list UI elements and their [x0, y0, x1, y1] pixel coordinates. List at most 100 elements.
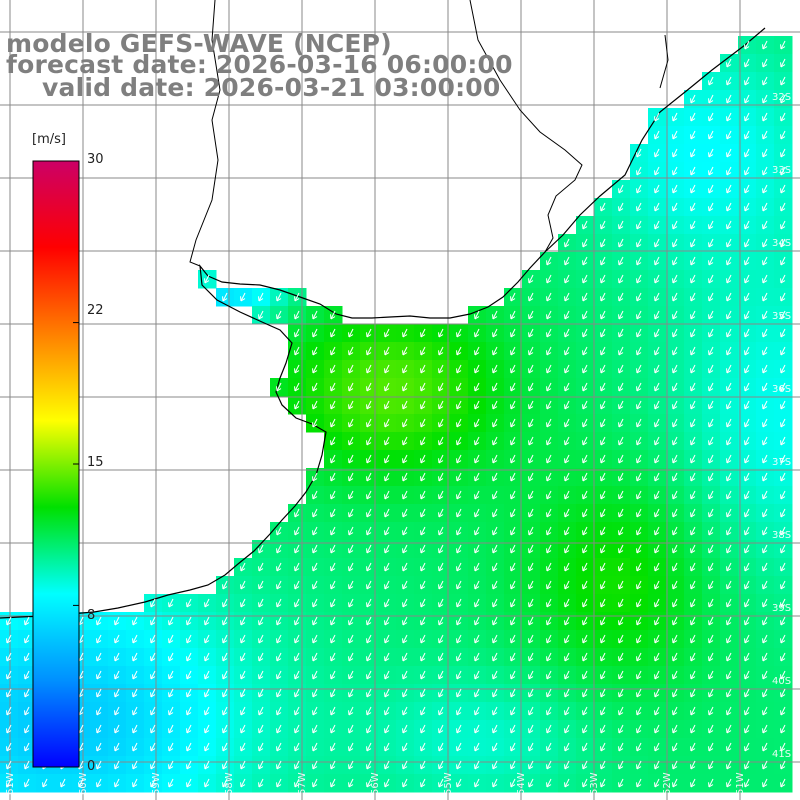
- wind-arrow: [366, 454, 372, 464]
- wind-arrow: [636, 274, 642, 284]
- colorbar-label-30: 30: [87, 152, 104, 167]
- wind-arrow: [510, 436, 516, 446]
- wind-arrow: [366, 598, 372, 608]
- wind-arrow: [492, 400, 498, 410]
- wind-arrow: [780, 346, 786, 356]
- wind-arrow: [582, 238, 588, 248]
- wind-arrow: [312, 778, 318, 788]
- wind-arrow: [294, 652, 300, 662]
- wind-arrow: [726, 436, 732, 446]
- wind-arrow: [240, 724, 246, 734]
- wind-arrow: [744, 76, 750, 86]
- wind-arrow: [726, 112, 732, 122]
- wind-arrow: [546, 634, 552, 644]
- wind-arrow: [726, 130, 732, 140]
- wind-arrow: [330, 688, 336, 698]
- wind-arrow: [726, 742, 732, 752]
- wind-arrow: [222, 292, 228, 302]
- wind-arrow: [312, 652, 318, 662]
- wind-arrow: [780, 526, 786, 536]
- wind-arrow: [672, 472, 678, 482]
- wind-arrow: [744, 130, 750, 140]
- wind-arrow: [420, 688, 426, 698]
- wind-arrow: [204, 670, 210, 680]
- wind-arrow: [510, 634, 516, 644]
- wind-arrow: [366, 544, 372, 554]
- wind-arrow: [366, 616, 372, 626]
- wind-arrow: [348, 688, 354, 698]
- wind-arrow: [564, 508, 570, 518]
- wind-arrow: [96, 688, 102, 698]
- wind-arrow: [438, 778, 444, 788]
- wind-arrow: [690, 418, 696, 428]
- wind-arrow: [600, 346, 606, 356]
- lon-label: 61W: [5, 772, 16, 795]
- wind-arrow: [726, 634, 732, 644]
- wind-arrow: [672, 220, 678, 230]
- wind-arrow: [762, 292, 768, 302]
- wind-arrow: [708, 148, 714, 158]
- lat-label: 40S: [772, 676, 791, 687]
- wind-arrow: [402, 760, 408, 770]
- wind-arrow: [780, 544, 786, 554]
- wind-arrow: [258, 688, 264, 698]
- wind-arrow: [672, 670, 678, 680]
- wind-arrow: [492, 652, 498, 662]
- wind-arrow: [24, 778, 30, 788]
- wind-arrow: [276, 742, 282, 752]
- wind-arrow: [24, 634, 30, 644]
- wind-arrow: [402, 706, 408, 716]
- wind-arrow: [366, 508, 372, 518]
- wind-arrow: [150, 742, 156, 752]
- wind-arrow: [654, 562, 660, 572]
- wind-arrow: [564, 382, 570, 392]
- wind-arrow: [456, 472, 462, 482]
- wind-arrow: [690, 634, 696, 644]
- wind-arrow: [762, 310, 768, 320]
- wind-arrow: [582, 490, 588, 500]
- wind-arrow: [438, 328, 444, 338]
- wind-arrow: [654, 508, 660, 518]
- wind-arrow: [744, 58, 750, 68]
- wind-arrow: [528, 742, 534, 752]
- wind-arrow: [150, 778, 156, 788]
- wind-arrow: [690, 670, 696, 680]
- wind-arrow: [618, 760, 624, 770]
- wind-arrow: [330, 382, 336, 392]
- colorbar-label-15: 15: [87, 455, 104, 470]
- wind-arrow: [420, 544, 426, 554]
- wind-arrow: [690, 598, 696, 608]
- wind-arrow: [546, 328, 552, 338]
- wind-arrow: [186, 742, 192, 752]
- wind-arrow: [114, 634, 120, 644]
- wind-arrow: [762, 544, 768, 554]
- wind-arrow: [708, 580, 714, 590]
- wind-arrow: [510, 652, 516, 662]
- wind-arrow: [420, 328, 426, 338]
- wind-arrow: [384, 724, 390, 734]
- wind-arrow: [726, 292, 732, 302]
- wind-arrow: [474, 328, 480, 338]
- wind-arrow: [510, 598, 516, 608]
- wind-arrow: [132, 634, 138, 644]
- wind-arrow: [528, 454, 534, 464]
- wind-arrow: [312, 670, 318, 680]
- wind-arrow: [384, 526, 390, 536]
- wind-arrow: [600, 598, 606, 608]
- lon-label: 53W: [589, 772, 600, 795]
- wind-arrow: [294, 544, 300, 554]
- wind-arrow: [654, 166, 660, 176]
- wind-arrow: [672, 688, 678, 698]
- wind-arrow: [672, 544, 678, 554]
- wind-arrow: [672, 112, 678, 122]
- wind-arrow: [726, 256, 732, 266]
- wind-arrow: [204, 634, 210, 644]
- wind-arrow: [780, 742, 786, 752]
- wind-arrow: [366, 778, 372, 788]
- wind-arrow: [492, 418, 498, 428]
- wind-arrow: [510, 454, 516, 464]
- wind-arrow: [636, 544, 642, 554]
- wind-arrow: [654, 760, 660, 770]
- wind-arrow: [618, 490, 624, 500]
- wind-arrow: [654, 364, 660, 374]
